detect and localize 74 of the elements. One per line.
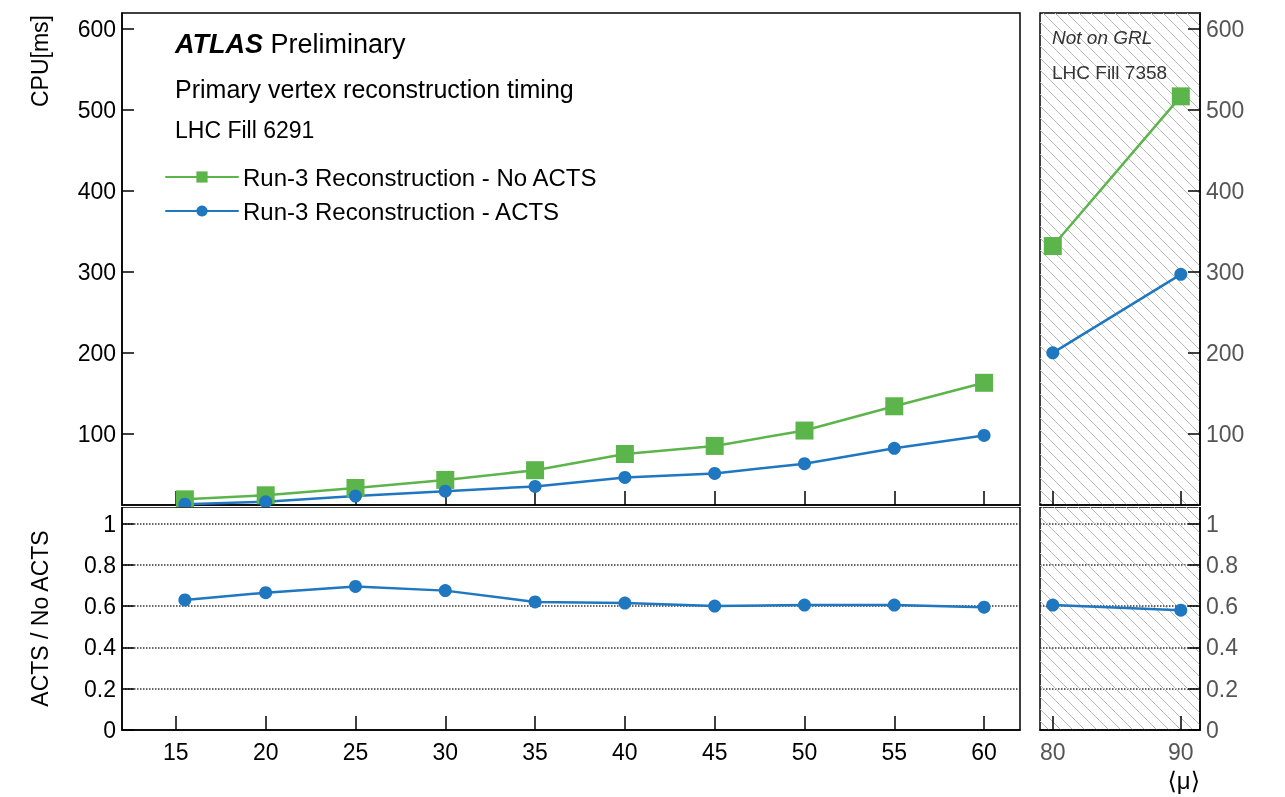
y-tick-label: 0.6 (84, 593, 116, 620)
point (178, 593, 192, 607)
y-tick-label: 100 (1206, 420, 1245, 447)
text: Primary vertex reconstruction timing (175, 74, 574, 103)
y-tick-label: 100 (77, 420, 116, 447)
point (1043, 237, 1062, 256)
point (977, 428, 991, 442)
point (615, 445, 634, 464)
x-tick-label: 90 (1168, 738, 1194, 765)
point (797, 598, 811, 612)
y-tick-label: 400 (77, 178, 116, 205)
x-tick-label: 15 (163, 738, 189, 765)
point (708, 599, 722, 613)
point (1174, 267, 1188, 281)
y-tick-label: 600 (1206, 16, 1245, 43)
y-tick-label: 200 (77, 339, 116, 366)
point (977, 600, 991, 614)
y-tick-label: 1 (1206, 510, 1219, 537)
y-tick-label: 500 (1206, 97, 1245, 124)
point (975, 373, 994, 392)
point (528, 479, 542, 493)
point (618, 470, 632, 484)
x-tick-label: 20 (252, 738, 279, 765)
point (705, 436, 724, 455)
point (797, 457, 811, 471)
point (438, 484, 452, 498)
y-tick-label: 0.4 (1206, 634, 1239, 661)
y-tick-label: 0 (1206, 717, 1219, 743)
y-axis-title: ACTS / No ACTS (27, 530, 53, 707)
y-tick-label: 200 (1206, 339, 1245, 366)
point (708, 466, 722, 480)
text: ATLAS Preliminary (174, 28, 407, 59)
point (1046, 346, 1060, 360)
x-tick-label: 40 (612, 738, 638, 765)
y-tick-label: 300 (1206, 258, 1245, 285)
legend-label: Run-3 Reconstruction - ACTS (243, 197, 560, 225)
annotation: LHC Fill 6291 (175, 116, 315, 143)
y-tick-label: 0.6 (1206, 593, 1238, 620)
point (348, 489, 362, 503)
y-tick-label: 600 (77, 16, 116, 43)
y-tick-label: 500 (77, 97, 116, 124)
y-tick-label: 0.8 (84, 551, 116, 578)
x-tick-label: 45 (701, 738, 728, 765)
y-tick-label: 0.2 (84, 675, 116, 702)
x-tick-label: 25 (342, 738, 369, 765)
y-axis-title: CPU[ms] (27, 15, 53, 107)
point (528, 595, 542, 609)
x-tick-label: 50 (791, 738, 818, 765)
y-tick-label: 0 (103, 717, 116, 743)
annotation: Not on GRL (1052, 27, 1153, 48)
y-tick-label: 0.8 (1206, 551, 1238, 578)
y-tick-label: 1 (103, 510, 116, 537)
y-tick-label: 0.4 (84, 634, 117, 661)
point (887, 441, 901, 455)
point (887, 598, 901, 612)
point (259, 586, 273, 600)
point (348, 580, 362, 593)
point (438, 584, 452, 598)
x-tick-label: 30 (432, 738, 459, 765)
x-tick-label: 55 (881, 738, 908, 765)
x-tick-label: 60 (971, 738, 997, 765)
y-tick-label: 400 (1206, 178, 1245, 205)
point (885, 397, 904, 416)
point (618, 596, 632, 610)
x-axis-title: ⟨μ⟩ (1167, 766, 1200, 794)
point (1171, 87, 1190, 106)
y-tick-label: 300 (77, 258, 116, 285)
x-tick-label: 35 (522, 738, 548, 765)
x-tick-label: 80 (1040, 738, 1066, 765)
y-tick-label: 0.2 (1206, 675, 1238, 702)
point (526, 461, 545, 480)
annotation: LHC Fill 7358 (1052, 62, 1168, 83)
legend-label: Run-3 Reconstruction - No ACTS (243, 163, 597, 191)
point (795, 421, 814, 440)
